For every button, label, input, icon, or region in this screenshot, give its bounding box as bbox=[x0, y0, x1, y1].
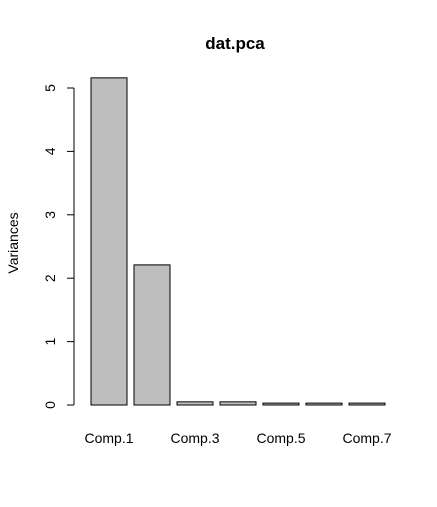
x-tick-label: Comp.7 bbox=[342, 430, 391, 446]
y-tick-label: 2 bbox=[42, 274, 58, 282]
y-tick-label: 0 bbox=[42, 401, 58, 409]
bar-comp-4 bbox=[219, 401, 257, 406]
bar-comp-1 bbox=[90, 77, 128, 406]
bar-comp-7 bbox=[348, 402, 386, 406]
bar-comp-6 bbox=[305, 402, 343, 406]
x-tick-label: Comp.1 bbox=[84, 430, 133, 446]
y-axis-title: Variances bbox=[5, 212, 21, 273]
y-tick-label: 3 bbox=[42, 211, 58, 219]
y-tick-label: 1 bbox=[42, 337, 58, 345]
x-tick-label: Comp.3 bbox=[170, 430, 219, 446]
y-axis: 0 1 2 3 4 5 bbox=[42, 84, 75, 409]
x-tick-labels: Comp.1 Comp.3 Comp.5 Comp.7 bbox=[84, 430, 391, 446]
y-tick-label: 5 bbox=[42, 84, 58, 92]
x-tick-label: Comp.5 bbox=[256, 430, 305, 446]
bar-comp-2 bbox=[133, 264, 171, 406]
y-tick-label: 4 bbox=[42, 147, 58, 155]
bar-comp-3 bbox=[176, 401, 214, 406]
bars bbox=[90, 77, 386, 406]
bar-comp-5 bbox=[262, 402, 300, 406]
chart-title: dat.pca bbox=[205, 34, 265, 53]
